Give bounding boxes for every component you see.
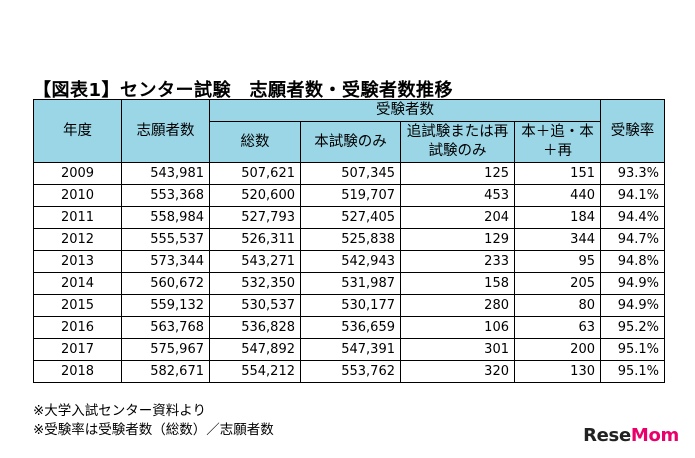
cell-main-exam-only: 519,707: [300, 184, 401, 207]
cell-total: 526,311: [209, 228, 301, 251]
cell-year: 2014: [33, 272, 122, 295]
cell-applicants: 559,132: [121, 294, 210, 317]
cell-exam-rate: 94.8%: [600, 250, 665, 273]
header-exam-rate: 受験率: [600, 99, 665, 163]
table-row: 2011 558,984 527,793 527,405 204 184 94.4%: [33, 206, 665, 229]
cell-applicants: 555,537: [121, 228, 210, 251]
cell-main-exam-only: 525,838: [300, 228, 401, 251]
footnotes: ※大学入試センター資料より ※受験率は受験者数（総数）／志願者数: [33, 402, 274, 440]
resemom-logo: ReseMom: [583, 425, 679, 446]
cell-year: 2010: [33, 184, 122, 207]
cell-main-exam-only: 553,762: [300, 360, 401, 383]
cell-retest-only: 280: [400, 294, 515, 317]
cell-year: 2013: [33, 250, 122, 273]
table-row: 2017 575,967 547,892 547,391 301 200 95.1%: [33, 338, 665, 361]
cell-applicants: 543,981: [121, 162, 210, 185]
header-applicants: 志願者数: [121, 99, 210, 163]
cell-total: 532,350: [209, 272, 301, 295]
header-year: 年度: [33, 99, 122, 163]
cell-main-plus-re: 130: [514, 360, 601, 383]
cell-applicants: 582,671: [121, 360, 210, 383]
cell-exam-rate: 94.7%: [600, 228, 665, 251]
cell-total: 547,892: [209, 338, 301, 361]
cell-year: 2012: [33, 228, 122, 251]
cell-main-plus-re: 205: [514, 272, 601, 295]
table-row: 2012 555,537 526,311 525,838 129 344 94.7%: [33, 228, 665, 251]
cell-main-plus-re: 95: [514, 250, 601, 273]
cell-retest-only: 233: [400, 250, 515, 273]
cell-main-plus-re: 63: [514, 316, 601, 339]
cell-exam-rate: 95.2%: [600, 316, 665, 339]
cell-exam-rate: 93.3%: [600, 162, 665, 185]
cell-main-plus-re: 151: [514, 162, 601, 185]
header-total: 総数: [209, 121, 301, 163]
cell-applicants: 575,967: [121, 338, 210, 361]
cell-retest-only: 158: [400, 272, 515, 295]
cell-exam-rate: 94.1%: [600, 184, 665, 207]
cell-retest-only: 453: [400, 184, 515, 207]
cell-main-exam-only: 542,943: [300, 250, 401, 273]
cell-exam-rate: 95.1%: [600, 360, 665, 383]
cell-total: 536,828: [209, 316, 301, 339]
cell-applicants: 553,368: [121, 184, 210, 207]
cell-main-exam-only: 531,987: [300, 272, 401, 295]
cell-year: 2016: [33, 316, 122, 339]
header-main-plus-re: 本＋追・本＋再: [514, 121, 601, 163]
table-row: 2014 560,672 532,350 531,987 158 205 94.9%: [33, 272, 665, 295]
cell-exam-rate: 94.4%: [600, 206, 665, 229]
cell-total: 543,271: [209, 250, 301, 273]
cell-total: 530,537: [209, 294, 301, 317]
cell-total: 527,793: [209, 206, 301, 229]
header-examinees-group: 受験者数: [209, 99, 601, 122]
cell-exam-rate: 94.9%: [600, 272, 665, 295]
cell-main-plus-re: 200: [514, 338, 601, 361]
cell-main-exam-only: 547,391: [300, 338, 401, 361]
cell-main-plus-re: 184: [514, 206, 601, 229]
cell-main-plus-re: 80: [514, 294, 601, 317]
cell-retest-only: 129: [400, 228, 515, 251]
cell-exam-rate: 95.1%: [600, 338, 665, 361]
cell-applicants: 560,672: [121, 272, 210, 295]
table-row: 2015 559,132 530,537 530,177 280 80 94.9%: [33, 294, 665, 317]
cell-applicants: 558,984: [121, 206, 210, 229]
cell-year: 2011: [33, 206, 122, 229]
cell-main-plus-re: 440: [514, 184, 601, 207]
cell-retest-only: 204: [400, 206, 515, 229]
table-row: 2018 582,671 554,212 553,762 320 130 95.1%: [33, 360, 665, 383]
cell-year: 2017: [33, 338, 122, 361]
cell-year: 2018: [33, 360, 122, 383]
table-row: 2016 563,768 536,828 536,659 106 63 95.2%: [33, 316, 665, 339]
header-retest-only: 追試験または再試験のみ: [400, 121, 515, 163]
cell-retest-only: 320: [400, 360, 515, 383]
cell-exam-rate: 94.9%: [600, 294, 665, 317]
cell-main-exam-only: 536,659: [300, 316, 401, 339]
header-main-exam-only: 本試験のみ: [300, 121, 401, 163]
cell-applicants: 573,344: [121, 250, 210, 273]
footnote-rate: ※受験率は受験者数（総数）／志願者数: [33, 422, 274, 438]
cell-main-exam-only: 527,405: [300, 206, 401, 229]
cell-total: 520,600: [209, 184, 301, 207]
cell-total: 507,621: [209, 162, 301, 185]
cell-main-plus-re: 344: [514, 228, 601, 251]
applicants-table: 年度 志願者数 受験者数 受験率 総数 本試験のみ 追試験または再試験のみ 本＋…: [33, 99, 665, 383]
table-row: 2010 553,368 520,600 519,707 453 440 94.1%: [33, 184, 665, 207]
cell-year: 2009: [33, 162, 122, 185]
footnote-source: ※大学入試センター資料より: [33, 403, 207, 419]
cell-retest-only: 125: [400, 162, 515, 185]
table-row: 2009 543,981 507,621 507,345 125 151 93.3%: [33, 162, 665, 185]
cell-main-exam-only: 530,177: [300, 294, 401, 317]
cell-main-exam-only: 507,345: [300, 162, 401, 185]
page-title: 【図表1】センター試験 志願者数・受験者数推移: [33, 80, 454, 101]
table-row: 2013 573,344 543,271 542,943 233 95 94.8%: [33, 250, 665, 273]
cell-applicants: 563,768: [121, 316, 210, 339]
cell-year: 2015: [33, 294, 122, 317]
cell-total: 554,212: [209, 360, 301, 383]
cell-retest-only: 106: [400, 316, 515, 339]
cell-retest-only: 301: [400, 338, 515, 361]
